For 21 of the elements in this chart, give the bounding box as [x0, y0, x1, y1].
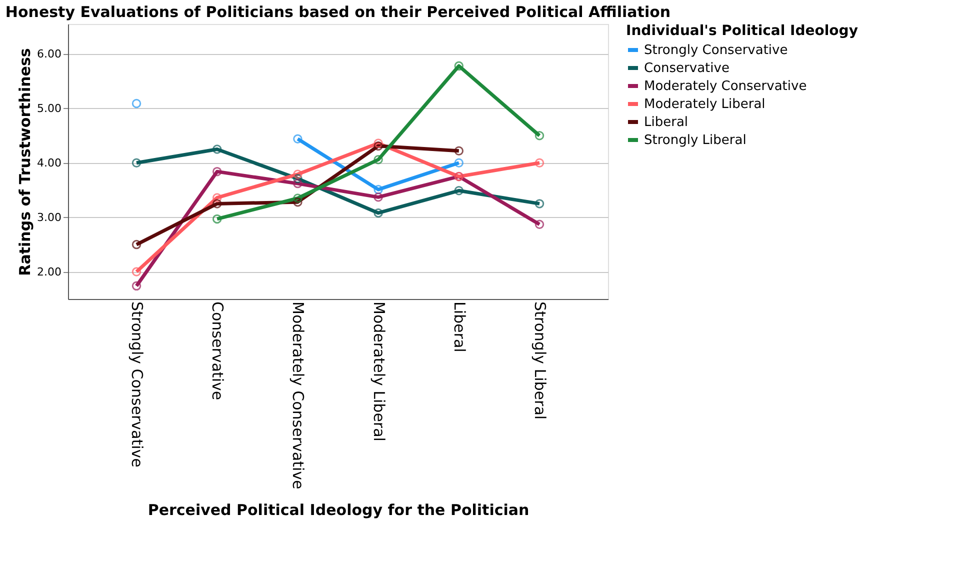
y-tick-label: 3.00	[37, 210, 62, 224]
x-tick-label: Liberal	[450, 302, 468, 352]
x-tick-label: Moderately Conservative	[289, 302, 308, 490]
legend-label: Strongly Conservative	[644, 43, 788, 58]
y-tick-label: 6.00	[37, 47, 62, 60]
y-axis-title: Ratings of Trustworthiness	[16, 48, 34, 276]
legend-label: Moderately Conservative	[644, 79, 807, 94]
x-tick-label: Conservative	[208, 302, 227, 400]
x-tick-label: Strongly Liberal	[530, 302, 549, 420]
x-axis-title: Perceived Political Ideology for the Politician	[148, 501, 530, 520]
x-tick-label: Strongly Conservative	[128, 302, 146, 468]
chart-title: Honesty Evaluations of Politicians based on their Perceived Political Affiliation	[5, 3, 671, 21]
y-tick-label: 4.00	[37, 156, 62, 170]
legend-label: Strongly Liberal	[644, 133, 746, 148]
y-tick-label: 2.00	[37, 265, 62, 278]
y-tick-label: 5.00	[37, 102, 62, 115]
legend-title: Individual's Political Ideology	[626, 23, 858, 39]
x-tick-label: Moderately Liberal	[370, 302, 388, 442]
legend-label: Moderately Liberal	[644, 97, 766, 112]
legend-label: Liberal	[644, 115, 688, 130]
legend-label: Conservative	[644, 61, 730, 76]
